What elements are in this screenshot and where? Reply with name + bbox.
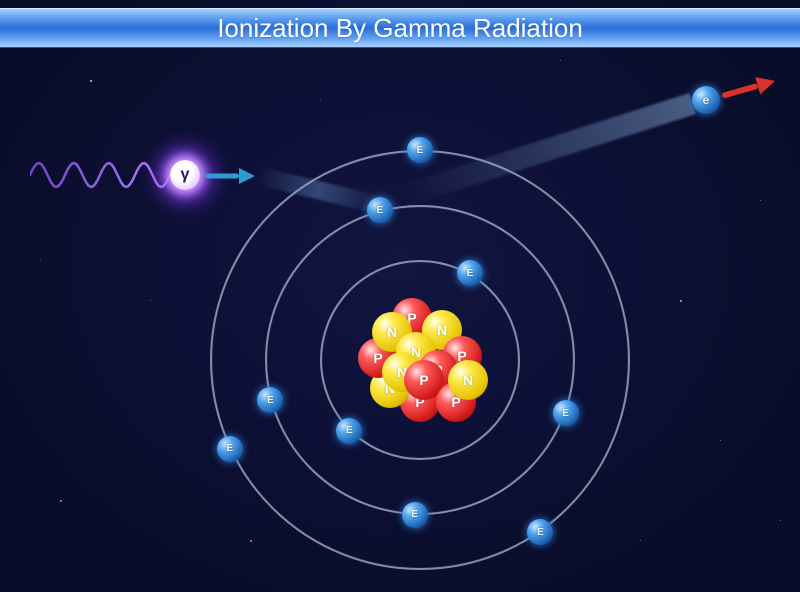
electron-sphere: E xyxy=(217,436,243,462)
electron-sphere: E xyxy=(527,519,553,545)
ejected-electron-arrow-shaft xyxy=(721,82,758,98)
electron-sphere: E xyxy=(336,418,362,444)
ejected-electron-arrow-head xyxy=(755,72,777,94)
gamma-direction-arrow-head xyxy=(239,168,255,184)
electron-sphere: E xyxy=(257,387,283,413)
diagram-canvas: Ionization By Gamma Radiation PNPNPNPNNP… xyxy=(0,0,800,592)
ejected-electron-trail xyxy=(403,93,696,205)
stage: PNPNPNPNNPNPPNEEEEEEEEEγe xyxy=(0,0,800,592)
gamma-wave-icon xyxy=(30,160,170,190)
gamma-direction-arrow xyxy=(205,175,255,176)
gamma-photon: γ xyxy=(170,160,200,190)
ejected-electron-arrow xyxy=(722,80,775,96)
electron-sphere: E xyxy=(457,260,483,286)
electron-sphere: E xyxy=(402,502,428,528)
gamma-direction-arrow-shaft xyxy=(205,173,239,178)
electron-sphere: E xyxy=(407,137,433,163)
ejected-electron: e xyxy=(692,86,720,114)
neutron-sphere: N xyxy=(448,360,488,400)
electron-sphere: E xyxy=(553,400,579,426)
